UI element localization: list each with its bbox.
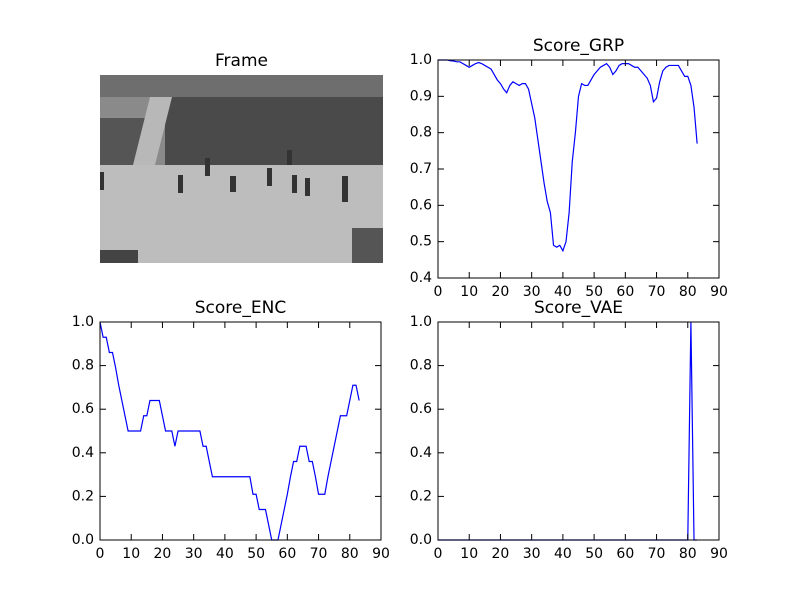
x-tick-label: 20 [154, 546, 172, 562]
y-tick-label: 0.6 [72, 401, 94, 417]
y-tick-label: 1.0 [410, 52, 432, 68]
y-tick-label: 0.0 [72, 532, 94, 548]
subplot-title: Score_GRP [533, 36, 624, 56]
y-tick-label: 0.8 [410, 125, 432, 141]
x-tick-label: 90 [710, 546, 728, 562]
frame-image [100, 75, 383, 263]
subplot-title: Score_VAE [534, 298, 623, 318]
y-tick-label: 0.4 [410, 270, 432, 286]
x-tick-label: 80 [679, 284, 697, 300]
x-tick-label: 20 [492, 284, 510, 300]
x-tick-label: 50 [585, 284, 603, 300]
y-tick-label: 0.9 [410, 88, 432, 104]
x-tick-label: 80 [679, 546, 697, 562]
y-tick-label: 0.6 [410, 197, 432, 213]
y-tick-label: 1.0 [72, 314, 94, 330]
x-tick-label: 40 [554, 284, 572, 300]
image-lawn [165, 97, 383, 165]
x-tick-label: 70 [648, 546, 666, 562]
y-tick-label: 0.0 [410, 532, 432, 548]
subplot-title: Frame [215, 51, 268, 71]
axes-frame [437, 59, 720, 279]
y-tick-label: 0.4 [72, 445, 94, 461]
y-tick-label: 0.2 [410, 488, 432, 504]
x-tick-label: 30 [523, 546, 541, 562]
x-tick-label: 0 [434, 546, 443, 562]
y-tick-label: 0.2 [72, 488, 94, 504]
x-tick-label: 10 [460, 284, 478, 300]
x-tick-label: 60 [278, 546, 296, 562]
x-tick-label: 70 [310, 546, 328, 562]
y-tick-label: 0.4 [410, 445, 432, 461]
x-tick-label: 0 [434, 284, 443, 300]
image-top [100, 75, 383, 97]
x-tick-label: 40 [554, 546, 572, 562]
y-tick-label: 0.8 [72, 358, 94, 374]
image-people [100, 150, 348, 202]
x-tick-label: 90 [372, 546, 390, 562]
axes-frame [437, 321, 720, 541]
x-tick-label: 0 [96, 546, 105, 562]
x-tick-label: 30 [523, 284, 541, 300]
x-tick-label: 30 [185, 546, 203, 562]
image-corner-right [352, 228, 383, 263]
x-tick-label: 90 [710, 284, 728, 300]
x-tick-label: 50 [247, 546, 265, 562]
x-tick-label: 50 [585, 546, 603, 562]
y-tick-label: 1.0 [410, 314, 432, 330]
x-tick-label: 40 [216, 546, 234, 562]
x-tick-label: 20 [492, 546, 510, 562]
x-tick-label: 10 [460, 546, 478, 562]
axes-frame [99, 321, 382, 541]
x-tick-label: 10 [122, 546, 140, 562]
x-tick-label: 60 [616, 284, 634, 300]
y-tick-label: 0.6 [410, 401, 432, 417]
subplot-title: Score_ENC [195, 298, 286, 318]
y-tick-label: 0.7 [410, 161, 432, 177]
x-tick-label: 70 [648, 284, 666, 300]
data-line [100, 321, 360, 541]
image-plaza [100, 165, 383, 263]
image-corner [100, 250, 138, 263]
y-tick-label: 0.5 [410, 234, 432, 250]
x-tick-label: 80 [341, 546, 359, 562]
y-tick-label: 0.8 [410, 358, 432, 374]
data-line [438, 59, 698, 253]
image-path [133, 97, 172, 165]
x-tick-label: 60 [616, 546, 634, 562]
